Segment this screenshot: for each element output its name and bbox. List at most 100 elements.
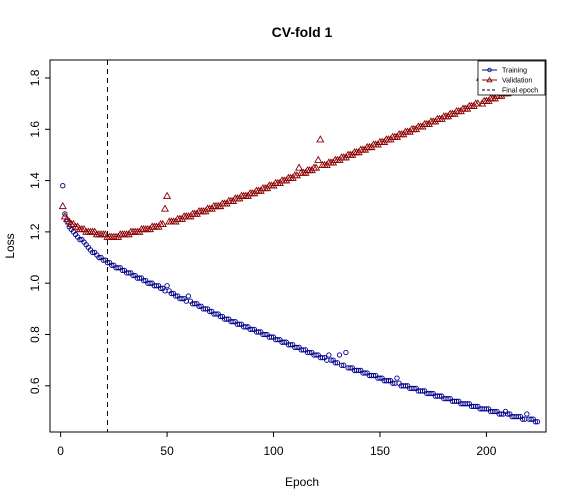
y-tick-label: 1.2 xyxy=(28,223,42,240)
training-point xyxy=(217,313,223,320)
training-point xyxy=(196,303,202,309)
chart-title: CV-fold 1 xyxy=(272,24,333,40)
training-point xyxy=(281,339,287,345)
training-point xyxy=(377,375,383,381)
y-tick-label: 1.6 xyxy=(28,121,42,138)
training-point xyxy=(275,336,281,343)
training-point xyxy=(300,347,306,353)
training-point xyxy=(115,265,121,271)
y-tick-label: 1.0 xyxy=(28,275,42,292)
training-point xyxy=(153,283,160,289)
training-point xyxy=(362,370,368,376)
training-point xyxy=(343,349,349,356)
validation-point xyxy=(316,135,325,143)
training-point xyxy=(313,352,319,358)
training-point xyxy=(419,388,426,394)
training-point xyxy=(192,301,198,307)
training-point xyxy=(202,306,209,312)
training-point xyxy=(370,372,377,379)
training-point xyxy=(119,267,126,274)
training-point xyxy=(338,362,345,368)
training-point xyxy=(287,342,294,348)
training-point xyxy=(62,211,68,217)
training-point xyxy=(172,293,179,299)
training-point xyxy=(515,413,521,420)
validation-point xyxy=(312,163,321,171)
x-tick-label: 50 xyxy=(160,444,174,458)
training-point xyxy=(230,319,236,325)
validation-point xyxy=(473,99,482,107)
training-point xyxy=(326,352,332,358)
training-point xyxy=(453,398,460,404)
training-point xyxy=(294,344,300,350)
training-point xyxy=(164,283,170,289)
training-point xyxy=(332,360,338,366)
training-point xyxy=(334,360,341,366)
training-point xyxy=(402,383,409,389)
training-point xyxy=(168,290,174,297)
training-point xyxy=(411,385,417,392)
y-tick-label: 0.6 xyxy=(28,377,42,394)
training-point xyxy=(519,416,526,422)
training-point xyxy=(130,272,136,279)
training-point xyxy=(136,275,143,281)
training-point xyxy=(141,277,147,284)
training-point xyxy=(532,419,539,425)
training-point xyxy=(464,401,470,407)
training-point xyxy=(268,334,275,340)
training-point xyxy=(336,352,343,358)
training-point xyxy=(109,262,115,268)
plot-frame xyxy=(49,59,547,433)
training-point xyxy=(77,236,83,243)
training-point xyxy=(341,362,347,368)
training-point xyxy=(243,324,249,330)
training-point xyxy=(96,254,102,261)
y-axis-label: Loss xyxy=(3,233,17,258)
x-tick-label: 200 xyxy=(476,444,496,458)
training-point xyxy=(428,390,434,397)
y-tick-label: 1.4 xyxy=(28,172,42,189)
training-point xyxy=(328,357,334,363)
validation-point xyxy=(314,155,323,163)
training-point xyxy=(307,349,313,356)
training-point xyxy=(213,311,219,317)
legend-training-label: Training xyxy=(502,68,527,75)
training-point xyxy=(498,411,504,417)
training-point xyxy=(236,321,243,327)
training-point xyxy=(436,393,443,399)
x-axis-label: Epoch xyxy=(285,475,319,489)
x-tick-label: 100 xyxy=(264,444,284,458)
training-point xyxy=(126,270,132,276)
training-point xyxy=(319,354,326,361)
x-tick-label: 150 xyxy=(370,444,390,458)
training-point xyxy=(505,411,511,417)
y-axis: 0.6 0.8 1.0 1.2 1.4 1.6 1.8 xyxy=(28,69,50,394)
training-point xyxy=(207,308,213,315)
training-point xyxy=(100,257,106,263)
training-point xyxy=(89,249,96,256)
training-point xyxy=(224,316,230,322)
y-tick-label: 1.8 xyxy=(28,69,42,86)
training-point xyxy=(492,408,498,415)
training-point xyxy=(483,406,490,412)
y-tick-label: 0.8 xyxy=(28,326,42,343)
training-point xyxy=(255,329,262,335)
training-series xyxy=(60,183,541,425)
training-point xyxy=(179,295,185,302)
training-point xyxy=(534,419,541,425)
training-point xyxy=(347,365,353,371)
x-tick-label: 0 xyxy=(57,444,64,458)
training-point xyxy=(262,331,268,338)
validation-point xyxy=(58,201,67,210)
legend-validation-label: Validation xyxy=(502,78,532,85)
validation-point xyxy=(160,204,170,212)
training-point xyxy=(390,380,396,386)
training-point xyxy=(473,403,479,409)
training-point xyxy=(385,378,392,384)
training-point xyxy=(528,416,534,422)
training-point xyxy=(394,375,400,381)
training-point xyxy=(249,326,255,333)
validation-point xyxy=(163,191,172,199)
training-point xyxy=(185,293,192,299)
